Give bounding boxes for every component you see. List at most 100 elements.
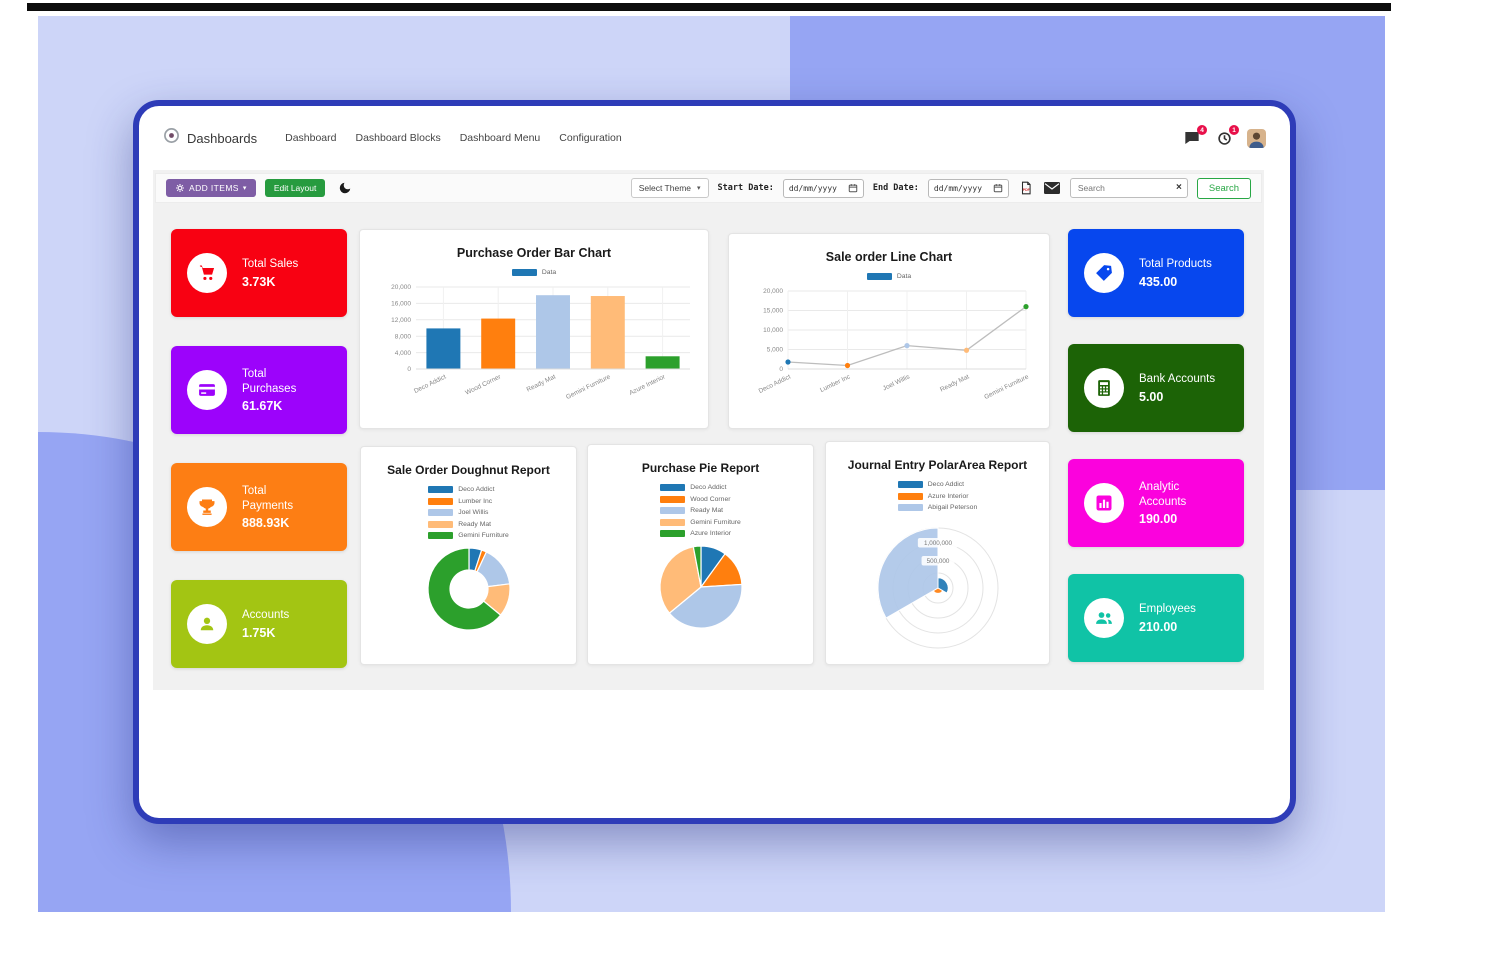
sale-order-doughnut-report-card: Sale Order Doughnut Report Deco Addict Lu… [360,446,577,665]
add-items-button[interactable]: ADD ITEMS ▾ [166,179,256,197]
legend-label: Deco Addict [927,481,965,488]
clear-search-icon[interactable]: × [1176,182,1182,193]
end-date-input[interactable] [933,183,988,193]
bar-chart-canvas[interactable]: 0 4,000 8,000 12,000 16,000 20,000 Deco Addict… [366,281,702,415]
export-pdf-button[interactable]: PDF [1018,180,1034,196]
calendar-icon[interactable] [993,183,1003,193]
kpi-value: 1.75K [242,625,276,640]
line-chart-canvas[interactable]: 0 5,000 10,000 15,000 20,000 Deco Addict Lumbe… [736,285,1042,413]
calendar-icon[interactable] [848,183,858,193]
svg-text:20,000: 20,000 [391,284,411,291]
legend-item[interactable]: Deco Addict [897,481,965,488]
add-items-label: ADD ITEMS [189,183,239,193]
legend-label: Ready Mat [458,520,492,528]
kpi-column-left: Total Sales 3.73K Total Purchases 61.67K Tot… [171,229,347,668]
legend-swatch [897,492,923,500]
kpi-value: 210.00 [1139,619,1178,634]
user-avatar[interactable] [1247,128,1266,148]
polararea-chart-canvas[interactable]: 500,000 1,000,000 [833,516,1043,656]
search-field: × [1069,178,1188,198]
bar-chart-icon [1084,483,1124,523]
kpi-value: 435.00 [1139,274,1178,289]
kpi-card-analytic-accounts[interactable]: Analytic Accounts 190.00 [1068,459,1244,547]
purchase-pie-report-card: Purchase Pie Report Deco Addict Wood Corn… [587,444,814,665]
legend-item[interactable]: Azure Interior [897,492,969,500]
purchase-order-bar-chart-card: Purchase Order Bar Chart Data 0 4,000 8,00… [359,229,709,429]
start-date-label: Start Date: [717,183,774,193]
chart-legend: Deco Addict Lumber Inc Joel Willis Ready Ma… [428,486,509,539]
credit-card-icon [187,370,227,410]
kpi-card-total-products[interactable]: Total Products 435.00 [1068,229,1244,317]
kpi-label: Employees [1139,603,1196,616]
navbar: Dashboards Dashboard Dashboard Blocks Da… [163,120,1266,156]
legend-item[interactable]: Azure Interior [660,530,731,537]
kpi-card-total-payments[interactable]: Total Payments 888.93K [171,463,347,551]
kpi-value: 190.00 [1139,512,1178,527]
nav-menu: Dashboard Dashboard Blocks Dashboard Men… [285,132,622,144]
activities-badge: 1 [1229,125,1239,135]
brand[interactable]: Dashboards [163,127,257,149]
svg-text:5,000: 5,000 [767,347,784,354]
legend-label: Wood Corner [690,495,731,503]
svg-text:4,000: 4,000 [395,350,412,357]
svg-text:Ready Mat: Ready Mat [939,373,970,393]
dark-mode-toggle[interactable] [338,181,352,195]
legend-item[interactable]: Gemini Furniture [660,518,741,526]
start-date-input[interactable] [788,183,843,193]
svg-text:15,000: 15,000 [763,308,783,315]
nav-item-dashboard[interactable]: Dashboard [285,132,337,144]
kpi-value: 5.00 [1139,389,1164,404]
pie-chart-canvas[interactable] [616,542,786,632]
users-icon [1084,598,1124,638]
legend-label: Azure Interior [927,492,969,500]
legend-label: Ready Mat [690,507,724,514]
legend-item[interactable]: Gemini Furniture [428,532,509,539]
edit-layout-button[interactable]: Edit Layout [264,179,326,197]
end-date-field [927,178,1009,198]
search-input[interactable] [1069,178,1188,198]
legend-swatch [428,532,454,539]
svg-text:Gemini Furniture: Gemini Furniture [565,373,612,401]
nav-item-dashboard-blocks[interactable]: Dashboard Blocks [355,132,441,144]
legend-swatch [660,507,686,514]
legend-swatch [428,497,454,505]
kpi-column-right: Total Products 435.00 Bank Accounts 5.00 Ana… [1068,229,1244,662]
legend-item[interactable]: Deco Addict [660,484,726,491]
select-theme-dropdown[interactable]: Select Theme ▾ [630,178,709,198]
svg-text:Deco Addict: Deco Addict [758,373,792,395]
kpi-card-accounts[interactable]: Accounts 1.75K [171,580,347,668]
kpi-label: Total Payments [242,484,294,512]
doughnut-chart-canvas[interactable] [384,544,554,634]
legend-label: Gemini Furniture [458,532,509,539]
activities-icon[interactable]: 1 [1215,125,1239,147]
kpi-card-bank-accounts[interactable]: Bank Accounts 5.00 [1068,344,1244,432]
kpi-card-total-sales[interactable]: Total Sales 3.73K [171,229,347,317]
edit-layout-label: Edit Layout [273,183,317,193]
legend-item[interactable]: Joel Willis [428,509,488,516]
kpi-value: 61.67K [242,399,283,414]
legend-item[interactable]: Lumber Inc [428,497,493,505]
nav-item-dashboard-menu[interactable]: Dashboard Menu [459,132,541,144]
chart-legend: Deco Addict Azure Interior Abigail Peterso… [897,481,977,511]
send-mail-button[interactable] [1043,182,1061,194]
legend-item[interactable]: Wood Corner [660,495,731,503]
legend-label: Lumber Inc [458,497,493,505]
toolbar: ADD ITEMS ▾ Edit Layout Select Theme ▾ S… [155,173,1262,203]
svg-text:Lumber Inc: Lumber Inc [819,373,852,394]
legend-item[interactable]: Ready Mat [428,520,492,528]
messages-icon[interactable]: 4 [1183,125,1207,147]
legend-item[interactable]: Ready Mat [660,507,723,514]
legend-item[interactable]: Deco Addict [428,486,494,493]
kpi-card-employees[interactable]: Employees 210.00 [1068,574,1244,662]
svg-text:8,000: 8,000 [395,333,412,340]
legend-item[interactable]: Abigail Peterson [897,504,977,511]
svg-text:Gemini Furniture: Gemini Furniture [983,373,1030,401]
kpi-label: Analytic Accounts [1139,480,1187,508]
kpi-value: 888.93K [242,516,290,531]
kpi-card-total-purchases[interactable]: Total Purchases 61.67K [171,346,347,434]
nav-item-configuration[interactable]: Configuration [559,132,622,144]
svg-text:Deco Addict: Deco Addict [413,373,447,395]
search-button[interactable]: Search [1196,177,1251,199]
app-window: Dashboards Dashboard Dashboard Blocks Da… [133,100,1296,824]
legend-swatch [660,530,686,537]
